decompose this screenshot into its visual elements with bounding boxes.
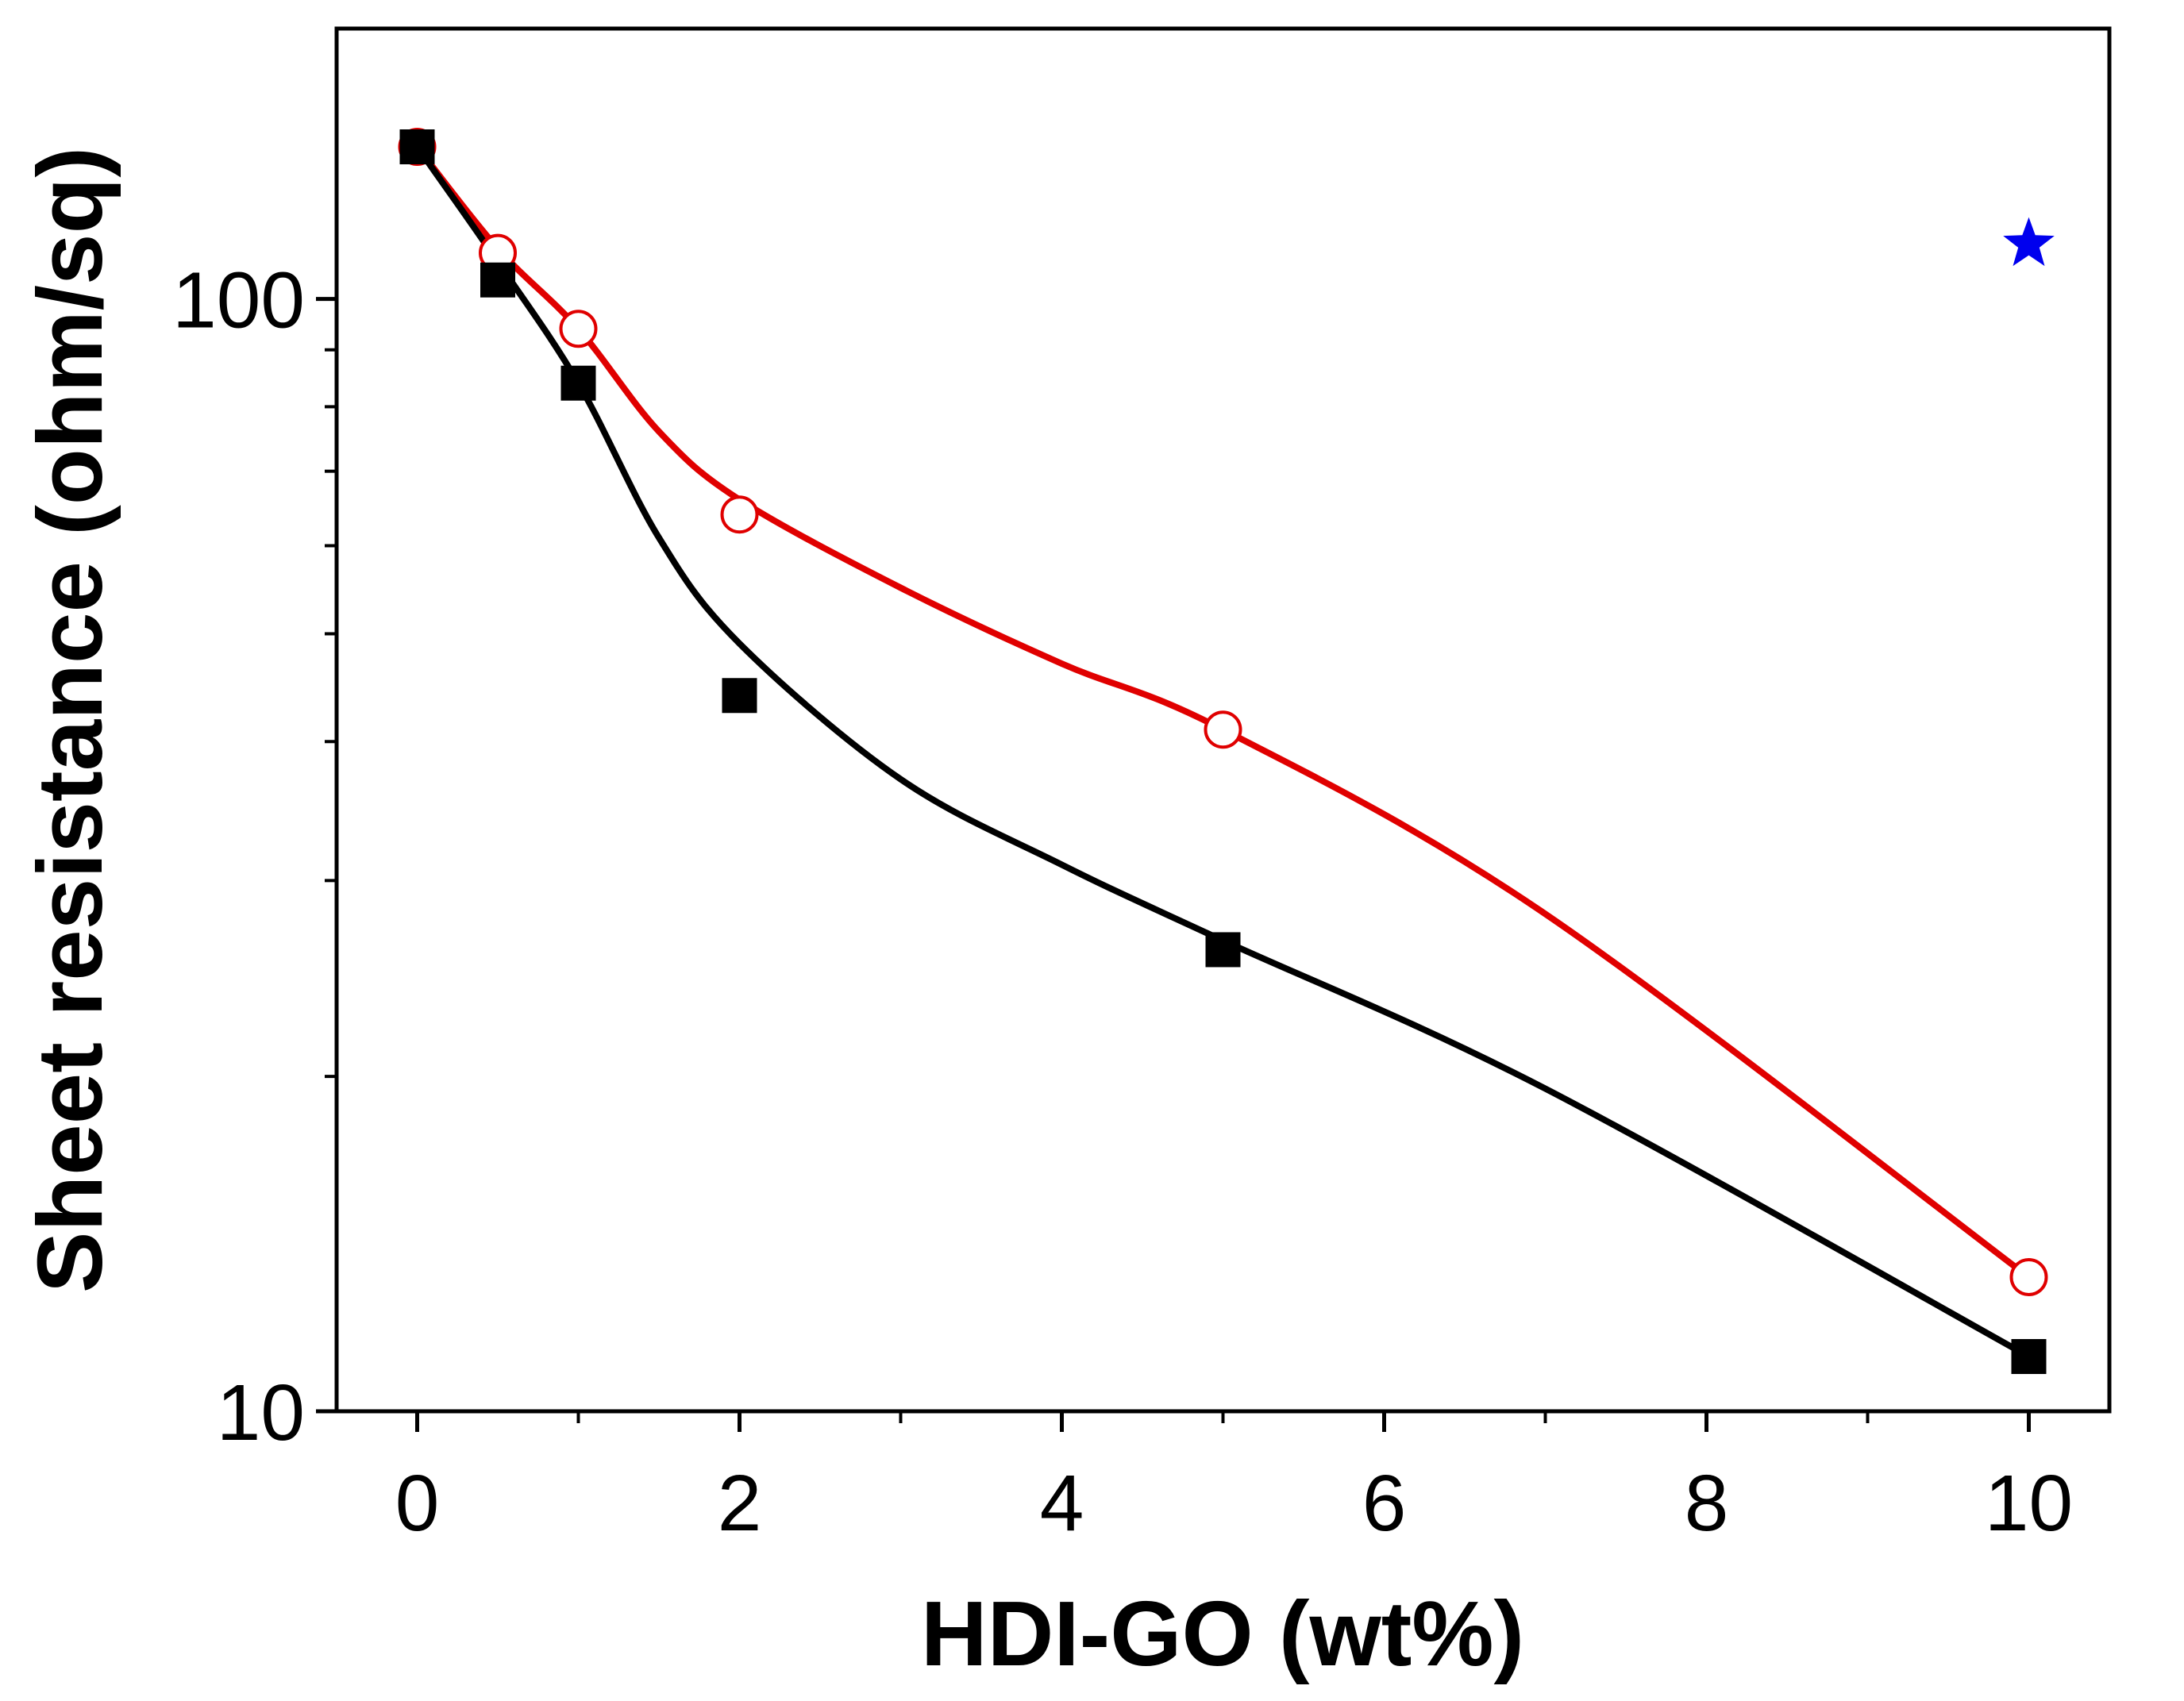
x-tick-label: 4 bbox=[1040, 1459, 1084, 1548]
x-tick-label: 0 bbox=[395, 1459, 440, 1548]
data-point-star bbox=[2003, 217, 2055, 267]
data-point-circle bbox=[559, 310, 598, 348]
axis-tick-labels: 0 2 4 6 8 10 10 100 bbox=[172, 256, 2073, 1548]
data-point-square bbox=[560, 365, 596, 401]
x-tick-label: 6 bbox=[1362, 1459, 1407, 1548]
data-point-circle bbox=[720, 495, 759, 534]
data-point-circle bbox=[2009, 1258, 2048, 1297]
x-tick-label: 8 bbox=[1685, 1459, 1729, 1548]
x-tick-label: 2 bbox=[718, 1459, 762, 1548]
data-markers bbox=[398, 127, 2055, 1375]
fit-curves bbox=[414, 144, 2031, 1360]
data-point-square bbox=[1205, 932, 1241, 968]
data-point-square bbox=[722, 678, 757, 714]
x-axis-title: HDI-GO (wt%) bbox=[921, 1582, 1524, 1685]
y-tick-label: 100 bbox=[172, 256, 305, 345]
axis-ticks bbox=[316, 297, 2031, 1432]
data-point-square bbox=[399, 129, 435, 164]
data-point-circle bbox=[1204, 710, 1242, 749]
x-tick-label: 10 bbox=[1985, 1459, 2073, 1548]
y-axis-title: Sheet resistance (ohm/sq) bbox=[18, 147, 121, 1293]
black-filled-squares-curve bbox=[414, 144, 2031, 1360]
data-point-square bbox=[480, 262, 515, 298]
data-point-square bbox=[2011, 1339, 2047, 1375]
y-tick-label: 10 bbox=[217, 1368, 305, 1457]
